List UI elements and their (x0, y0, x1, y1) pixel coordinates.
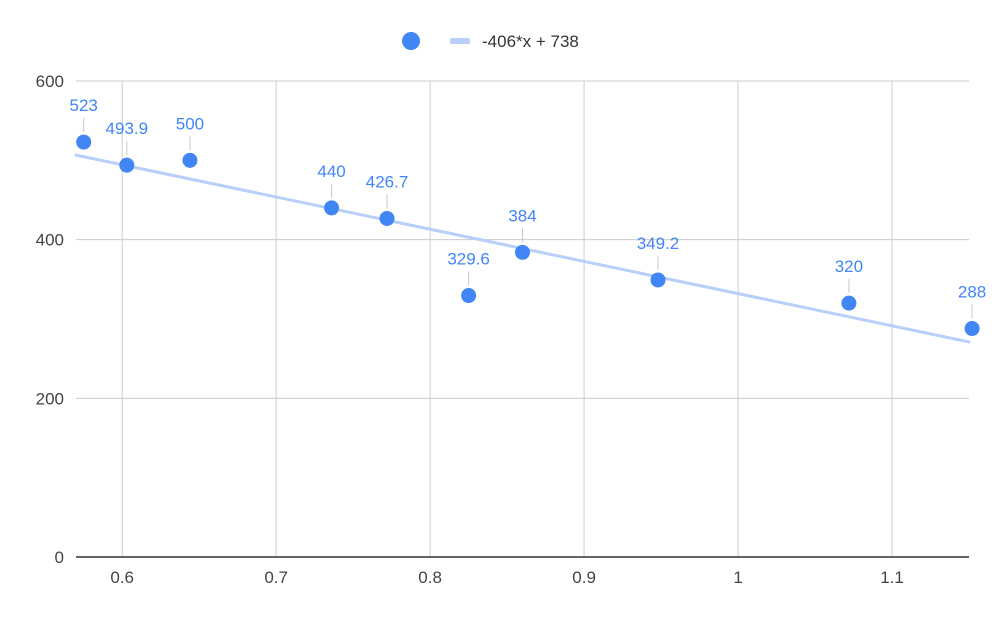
data-label: 493.9 (106, 119, 149, 138)
data-point (182, 152, 198, 168)
grid-lines (76, 80, 969, 558)
y-tick-label: 600 (36, 72, 64, 91)
y-tick-label: 0 (55, 548, 64, 567)
data-label: 329.6 (447, 250, 490, 269)
legend: -406*x + 738 (402, 32, 579, 51)
data-point (461, 288, 477, 304)
data-label: 426.7 (366, 172, 409, 191)
legend-trendline-label: -406*x + 738 (482, 32, 579, 51)
legend-trendline-swatch (450, 38, 470, 44)
data-point (76, 134, 92, 150)
data-label: 384 (508, 206, 536, 225)
legend-series-marker (402, 32, 420, 50)
data-points (76, 134, 980, 337)
data-point (515, 244, 530, 260)
data-point (964, 321, 980, 337)
x-tick-label: 0.8 (418, 568, 442, 587)
data-label: 440 (317, 162, 345, 181)
y-tick-label: 200 (36, 389, 64, 408)
x-tick-label: 1 (733, 568, 742, 587)
data-point (119, 157, 135, 173)
data-point (324, 200, 340, 216)
data-label: 320 (835, 257, 863, 276)
data-label: 288 (958, 283, 986, 302)
data-label: 349.2 (637, 234, 680, 253)
data-point (379, 210, 395, 226)
x-tick-label: 0.9 (572, 568, 596, 587)
data-point (841, 295, 857, 311)
x-tick-label: 1.1 (880, 568, 904, 587)
data-label: 500 (176, 114, 204, 133)
axis-tick-labels: 0 200 400 600 0.6 0.7 0.8 0.9 1 1.1 (36, 72, 904, 587)
x-tick-label: 0.6 (110, 568, 134, 587)
x-tick-label: 0.7 (264, 568, 288, 587)
y-tick-label: 400 (36, 231, 64, 250)
data-label: 523 (70, 96, 98, 115)
data-point (650, 272, 666, 288)
data-labels: 523 493.9 500 440 426.7 329.6 384 349.2 320 288 (70, 96, 986, 319)
